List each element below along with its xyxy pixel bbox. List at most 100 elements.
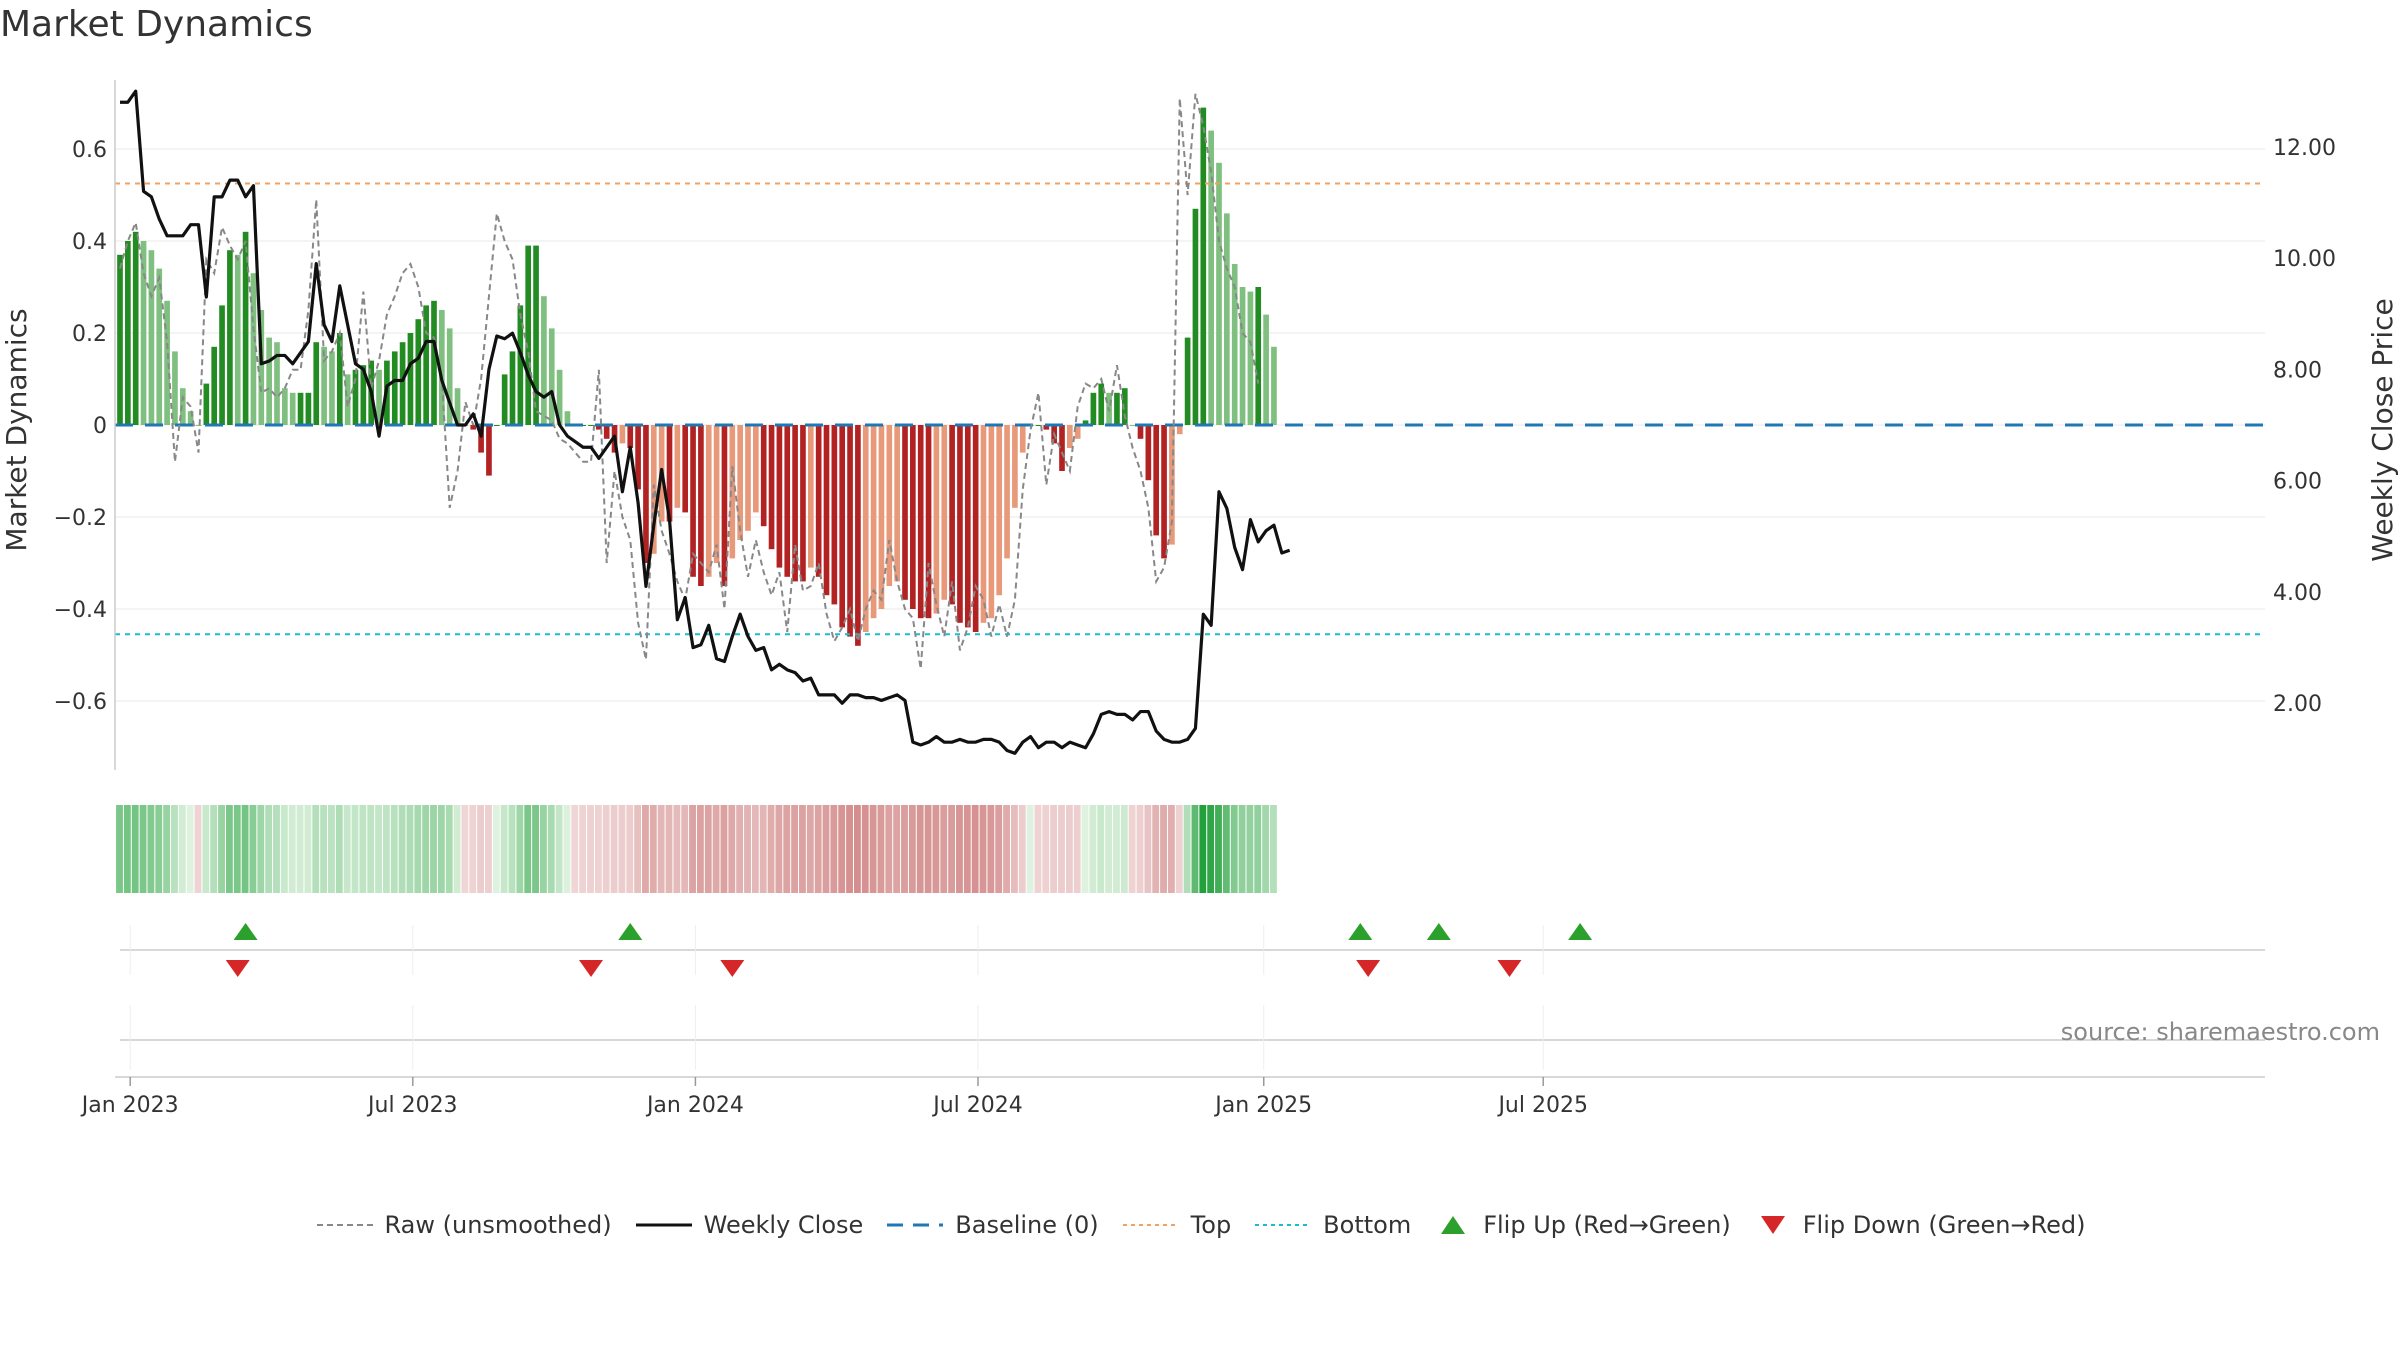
heat-cell [1215,805,1222,893]
heat-cell [767,805,775,893]
bar [1192,208,1199,425]
bar [1224,213,1230,425]
bar [1098,383,1105,425]
flip-markers [120,923,2265,1070]
heat-cell [1089,805,1097,893]
heat-cell [280,805,288,893]
bar [1012,425,1018,508]
bar [1161,425,1167,559]
bar [815,425,822,577]
flip-up-marker [618,923,643,940]
bar [1231,264,1238,425]
bar [1271,346,1277,425]
heat-cell [210,805,218,893]
heat-cell [791,805,799,893]
heat-cell [186,805,194,893]
heat-cell [430,805,437,893]
y-tick-right: 8.00 [2273,358,2322,383]
heat-cell [1222,805,1230,893]
bar [446,328,453,425]
axes: 0.6 0.4 0.2 0 −0.2 −0.4 −0.6 12.00 10.00 8.00 6.00… [54,80,2336,770]
bar [1145,425,1152,481]
heat-cell [335,805,343,893]
heat-cell [775,805,783,893]
heat-cell [485,805,492,893]
heat-cell [547,805,555,893]
bar [1200,107,1207,425]
heat-cell [343,805,351,893]
bar [203,383,210,425]
heat-cell [979,805,987,893]
bar [996,425,1003,596]
heat-cell [838,805,846,893]
bar [125,241,131,425]
bar [1263,314,1269,425]
bar [352,369,359,425]
heat-cell [924,805,932,893]
heat-cell [532,805,539,893]
heat-cell [1270,805,1277,893]
bar [399,342,406,425]
bar [957,425,963,623]
heat-cell [139,805,147,893]
heat-cell [571,805,579,893]
heat-cell [948,805,956,893]
bar [745,425,751,531]
x-tick-label: Jul 2023 [366,1093,458,1118]
bar [1043,425,1050,430]
bar [713,425,720,563]
bar [329,351,335,425]
bar [910,425,916,609]
heat-cell [265,805,273,893]
bar [917,425,924,619]
heat-cell [414,805,422,893]
y-axis-right-label: Weekly Close Price [2366,298,2399,561]
heat-cell [720,805,728,893]
legend-label-bottom: Bottom [1323,1211,1412,1239]
heat-cell [846,805,853,893]
bar [831,425,838,605]
bar [627,425,634,448]
y-tick-left: −0.4 [54,598,107,623]
bar [117,254,123,425]
heat-cell [1081,805,1089,893]
bar [164,300,170,425]
y-tick-left: −0.2 [54,506,107,531]
heat-cell [681,805,689,893]
heat-cell [728,805,736,893]
heat-cell [563,805,571,893]
bar-series [117,107,1277,646]
legend-item-baseline: Baseline (0) [885,1211,1099,1239]
heat-cell [587,805,594,893]
heat-cell [116,805,123,893]
heat-cell [1238,805,1246,893]
x-axis: Jan 2023 Jul 2023 Jan 2024 Jul 2024 Jan 2025… [80,1076,2265,1118]
bar [839,425,846,628]
heat-cell [893,805,901,893]
heat-cell [539,805,547,893]
bar [588,425,594,426]
source-credit: source: sharemaestro.com [2061,1018,2380,1046]
bar [258,310,265,425]
heat-cell [351,805,359,893]
bar [949,425,955,605]
bar [925,425,932,619]
reference-lines [115,182,2265,636]
heat-cell [799,805,806,893]
bar [556,369,563,425]
heat-cell [445,805,453,893]
bar [1067,425,1073,448]
flip-down-marker [1356,960,1381,977]
bar [721,425,728,586]
bar [431,300,437,425]
heat-cell [453,805,461,893]
bar [682,425,689,513]
y-tick-left: 0.4 [72,230,107,255]
heat-cell [901,805,908,893]
heat-cell [1144,805,1152,893]
flip-up-marker [1426,923,1451,940]
heat-cell [194,805,202,893]
heat-cell [273,805,280,893]
bar [729,425,736,559]
heat-cell [712,805,720,893]
